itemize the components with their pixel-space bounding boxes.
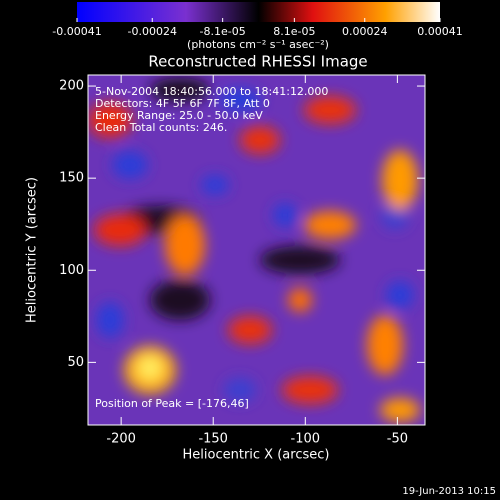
annotation: Clean Total counts: 246.	[95, 121, 227, 134]
x-tick-label: -150	[198, 432, 228, 447]
y-tick-label: 50	[67, 355, 84, 370]
annotation: Detectors: 4F 5F 6F 7F 8F, Att 0	[95, 97, 270, 110]
y-tick-label: 150	[59, 171, 84, 186]
colorbar-tick-label: 0.00041	[417, 25, 463, 38]
colorbar-tick-label: 8.1e-05	[273, 25, 315, 38]
colorbar-label: (photons cm⁻² s⁻¹ asec⁻²)	[187, 38, 329, 51]
colorbar	[77, 2, 440, 22]
x-tick-label: -200	[106, 432, 136, 447]
x-tick-label: -100	[291, 432, 321, 447]
x-axis-label: Heliocentric X (arcsec)	[183, 448, 330, 463]
annotation: 5-Nov-2004 18:40:56.000 to 18:41:12.000	[95, 85, 328, 98]
colorbar-tick-label: -0.00041	[52, 25, 101, 38]
timestamp: 19-Jun-2013 10:15	[402, 486, 496, 497]
annotation: Energy Range: 25.0 - 50.0 keV	[95, 109, 263, 122]
peak-label: Position of Peak = [-176,46]	[95, 397, 249, 410]
colorbar-tick-label: -8.1e-05	[200, 25, 246, 38]
plot-frame	[87, 74, 426, 426]
y-axis-label: Heliocentric Y (arcsec)	[25, 177, 40, 323]
y-tick-label: 200	[59, 79, 84, 94]
colorbar-tick-label: 0.00024	[342, 25, 388, 38]
chart-title: Reconstructed RHESSI Image	[148, 53, 367, 71]
image	[88, 75, 425, 425]
colorbar-tick-label: -0.00024	[128, 25, 177, 38]
x-tick-label: -50	[387, 432, 408, 447]
y-tick-label: 100	[59, 263, 84, 278]
